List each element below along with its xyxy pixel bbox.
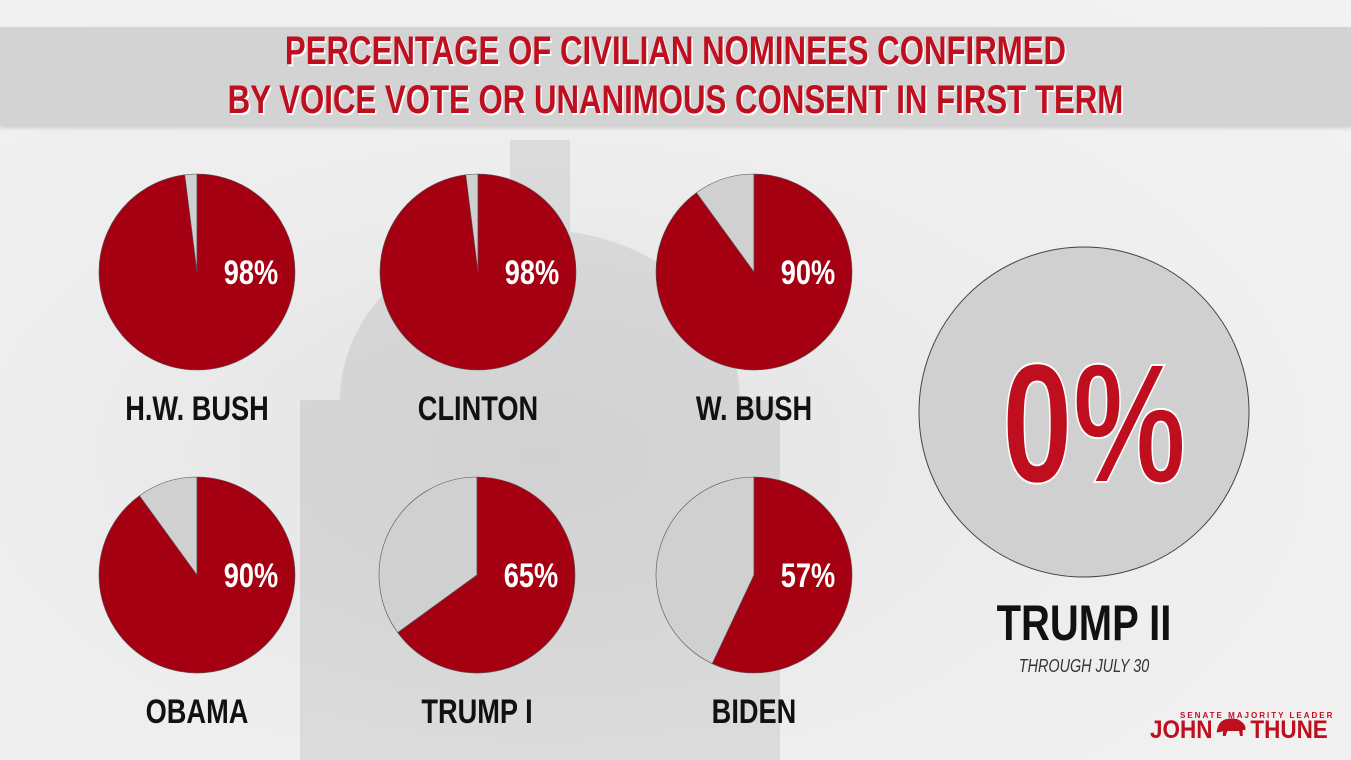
pie-name-label-w-bush: W. BUSH xyxy=(695,390,813,428)
trump-ii-circle xyxy=(918,246,1250,578)
bison-icon xyxy=(1217,718,1246,736)
logo-last-name: THUNE xyxy=(1250,716,1328,744)
pie-slice-confirmed-biden xyxy=(711,476,853,674)
pie-slice-other-biden xyxy=(655,476,755,665)
chart-title-line-1: PERCENTAGE OF CIVILIAN NOMINEES CONFIRME… xyxy=(284,29,1067,73)
pie-slice-confirmed-clinton xyxy=(379,173,577,371)
pie-value-label-clinton: 98% xyxy=(505,253,559,292)
trump-ii-value-label: 0% xyxy=(1002,328,1186,518)
pie-slice-confirmed-h-w-bush xyxy=(98,173,296,371)
pie-name-label-trump-i: TRUMP I xyxy=(421,693,533,731)
pie-name-label-clinton: CLINTON xyxy=(417,390,539,428)
logo-first-name: JOHN xyxy=(1150,716,1213,744)
pie-slice-confirmed-obama xyxy=(98,476,296,674)
pie-value-label-biden: 57% xyxy=(781,556,835,595)
logo-subtitle: SENATE MAJORITY LEADER xyxy=(1180,711,1335,720)
pie-value-label-h-w-bush: 98% xyxy=(224,253,278,292)
pie-slice-confirmed-trump-i xyxy=(397,476,576,674)
pie-value-label-w-bush: 90% xyxy=(781,253,835,292)
title-band xyxy=(0,27,1351,126)
pie-value-label-obama: 90% xyxy=(224,556,278,595)
pie-slice-other-trump-i xyxy=(378,476,478,634)
trump-ii-note: THROUGH JULY 30 xyxy=(1018,656,1150,676)
trump-ii-label: TRUMP II xyxy=(996,595,1172,651)
pie-name-label-h-w-bush: H.W. BUSH xyxy=(125,390,269,428)
chart-title-line-2: BY VOICE VOTE OR UNANIMOUS CONSENT IN FI… xyxy=(227,78,1124,122)
pie-name-label-biden: BIDEN xyxy=(711,693,797,731)
pie-value-label-trump-i: 65% xyxy=(504,556,558,595)
pie-slice-confirmed-w-bush xyxy=(655,173,853,371)
pie-name-label-obama: OBAMA xyxy=(145,693,249,731)
